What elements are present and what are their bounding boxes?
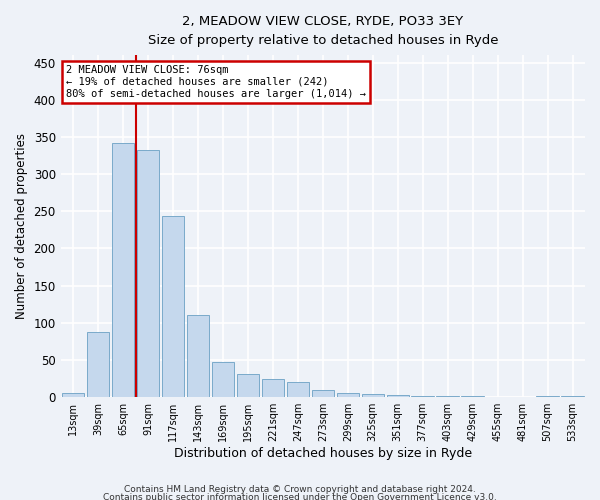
Bar <box>212 362 234 397</box>
Bar <box>87 332 109 397</box>
Bar <box>311 390 334 397</box>
Bar <box>112 143 134 397</box>
Bar <box>561 396 584 397</box>
Bar <box>62 392 85 397</box>
Bar <box>262 378 284 397</box>
Text: Contains HM Land Registry data © Crown copyright and database right 2024.: Contains HM Land Registry data © Crown c… <box>124 486 476 494</box>
Bar <box>412 396 434 397</box>
Bar <box>362 394 384 397</box>
Bar <box>287 382 309 397</box>
Bar <box>137 150 159 397</box>
Bar <box>536 396 559 397</box>
Bar <box>461 396 484 397</box>
Bar <box>436 396 459 397</box>
Text: 2 MEADOW VIEW CLOSE: 76sqm
← 19% of detached houses are smaller (242)
80% of sem: 2 MEADOW VIEW CLOSE: 76sqm ← 19% of deta… <box>66 66 366 98</box>
Y-axis label: Number of detached properties: Number of detached properties <box>15 133 28 319</box>
Bar <box>162 216 184 397</box>
Bar <box>386 395 409 397</box>
Bar <box>236 374 259 397</box>
Bar <box>187 316 209 397</box>
Text: Contains public sector information licensed under the Open Government Licence v3: Contains public sector information licen… <box>103 492 497 500</box>
Bar <box>337 392 359 397</box>
X-axis label: Distribution of detached houses by size in Ryde: Distribution of detached houses by size … <box>174 447 472 460</box>
Title: 2, MEADOW VIEW CLOSE, RYDE, PO33 3EY
Size of property relative to detached house: 2, MEADOW VIEW CLOSE, RYDE, PO33 3EY Siz… <box>148 15 498 47</box>
